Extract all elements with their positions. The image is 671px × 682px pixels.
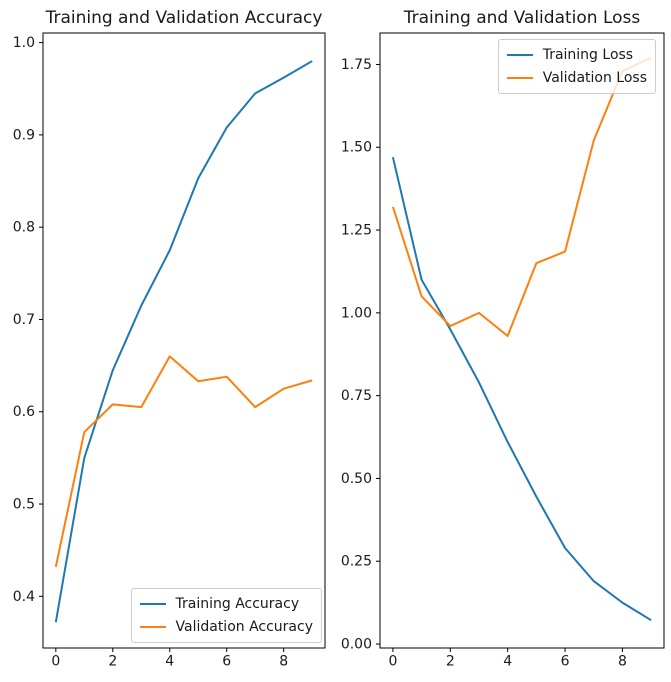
y-tick-label: 0.00 bbox=[341, 637, 372, 653]
axes-frame-accuracy bbox=[42, 32, 326, 649]
legend-label-training-loss: Training Loss bbox=[542, 47, 634, 63]
chart-title-accuracy: Training and Validation Accuracy bbox=[45, 8, 323, 28]
y-tick-label: 0.6 bbox=[13, 404, 35, 420]
training-loss-line bbox=[391, 156, 652, 622]
y-tick-label: 0.5 bbox=[13, 497, 35, 513]
y-tick-label: 0.75 bbox=[341, 388, 372, 404]
validation-loss-line-swatch bbox=[506, 76, 533, 80]
validation-accuracy-line-swatch bbox=[139, 625, 166, 629]
x-tick-label: 2 bbox=[446, 654, 455, 670]
y-tick-label: 0.7 bbox=[13, 312, 35, 328]
y-tick-label: 0.8 bbox=[13, 220, 35, 236]
y-tick-label: 0.9 bbox=[13, 127, 35, 143]
y-tick-label: 1.25 bbox=[341, 223, 372, 239]
legend-loss: Training Loss Validation Loss bbox=[497, 39, 656, 94]
x-tick-label: 0 bbox=[388, 654, 397, 670]
y-tick-label: 0.50 bbox=[341, 471, 372, 487]
legend-item-validation-loss: Validation Loss bbox=[506, 68, 647, 88]
x-tick-label: 4 bbox=[165, 654, 174, 670]
legend-item-training-accuracy: Training Accuracy bbox=[139, 594, 314, 614]
x-tick-label: 8 bbox=[618, 654, 627, 670]
x-tick-label: 6 bbox=[222, 654, 231, 670]
y-tick-label: 1.50 bbox=[341, 140, 372, 156]
x-tick-label: 2 bbox=[108, 654, 117, 670]
x-tick-label: 6 bbox=[561, 654, 570, 670]
training-accuracy-line bbox=[54, 60, 313, 623]
legend-item-training-loss: Training Loss bbox=[506, 45, 647, 65]
legend-item-validation-accuracy: Validation Accuracy bbox=[139, 617, 314, 637]
x-tick-label: 0 bbox=[51, 654, 60, 670]
validation-loss-line bbox=[391, 56, 652, 338]
y-tick-label: 1.0 bbox=[13, 35, 35, 51]
legend-label-training-accuracy: Training Accuracy bbox=[175, 596, 300, 612]
y-tick-label: 0.4 bbox=[13, 589, 35, 605]
training-accuracy-line-swatch bbox=[139, 602, 166, 606]
x-tick-label: 4 bbox=[503, 654, 512, 670]
y-tick-label: 1.75 bbox=[341, 57, 372, 73]
legend-accuracy: Training Accuracy Validation Accuracy bbox=[130, 588, 322, 643]
axes-frame-loss bbox=[379, 32, 665, 649]
y-tick-label: 1.00 bbox=[341, 305, 372, 321]
chart-title-loss: Training and Validation Loss bbox=[403, 8, 641, 28]
legend-label-validation-accuracy: Validation Accuracy bbox=[175, 619, 314, 635]
y-tick-label: 0.25 bbox=[341, 554, 372, 570]
validation-accuracy-line bbox=[54, 355, 313, 567]
legend-label-validation-loss: Validation Loss bbox=[542, 70, 647, 86]
training-loss-line-swatch bbox=[506, 53, 533, 57]
x-tick-label: 8 bbox=[279, 654, 288, 670]
